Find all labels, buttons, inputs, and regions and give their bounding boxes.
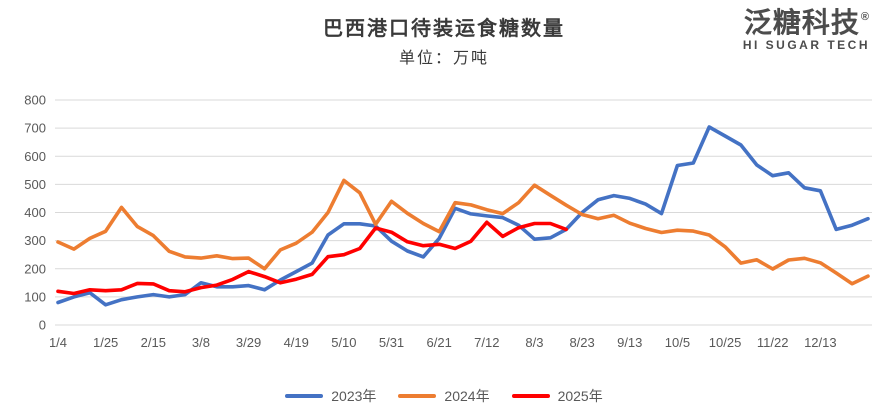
svg-text:800: 800 <box>24 93 46 108</box>
brand-en-name: HI SUGAR TECH <box>742 38 870 53</box>
svg-text:5/31: 5/31 <box>379 335 404 350</box>
legend-label-2024: 2024年 <box>444 388 490 404</box>
series-line-2023年 <box>56 125 870 307</box>
y-axis-labels: 0 100 200 300 400 500 600 700 800 <box>24 93 46 333</box>
svg-text:10/5: 10/5 <box>665 335 690 350</box>
chart-unit-subtitle: 单位：万吨 <box>398 50 489 67</box>
svg-text:3/8: 3/8 <box>192 335 210 350</box>
chart-legend: 2023年 2024年 2025年 <box>0 386 888 406</box>
legend-label-2025: 2025年 <box>557 388 603 404</box>
registered-trademark-icon: ® <box>860 11 870 23</box>
brand-cn-name: 泛糖科技® <box>743 8 870 37</box>
svg-text:200: 200 <box>24 261 46 276</box>
brand-logo: 泛糖科技® HI SUGAR TECH <box>743 8 870 52</box>
svg-text:100: 100 <box>24 289 46 304</box>
svg-text:500: 500 <box>24 177 46 192</box>
svg-text:4/19: 4/19 <box>284 335 309 350</box>
svg-text:7/12: 7/12 <box>474 335 499 350</box>
svg-text:10/25: 10/25 <box>709 335 742 350</box>
svg-text:700: 700 <box>24 121 46 136</box>
svg-text:3/29: 3/29 <box>236 335 261 350</box>
svg-text:11/22: 11/22 <box>757 335 789 350</box>
svg-text:5/10: 5/10 <box>331 335 356 350</box>
svg-text:400: 400 <box>24 205 46 220</box>
brand-cn-text: 泛糖科技 <box>743 7 860 38</box>
legend-swatch-2025 <box>511 394 550 398</box>
page-title: 巴西港口待装运食糖数量 <box>323 18 565 40</box>
series-line-2025年 <box>56 220 569 296</box>
svg-text:1/25: 1/25 <box>93 335 118 350</box>
svg-text:12/13: 12/13 <box>804 335 837 350</box>
svg-text:6/21: 6/21 <box>427 335 452 350</box>
svg-text:1/4: 1/4 <box>49 335 67 350</box>
legend-label-2023: 2023年 <box>331 388 377 404</box>
legend-swatch-2024 <box>398 394 437 398</box>
legend-item-2025: 2025年 <box>511 386 603 406</box>
x-axis-labels: 1/4 1/25 2/15 3/8 3/29 4/19 5/10 5/31 6/21 7/12 8/… <box>49 335 837 350</box>
svg-text:300: 300 <box>24 233 46 248</box>
svg-text:9/13: 9/13 <box>617 335 642 350</box>
svg-text:600: 600 <box>24 149 46 164</box>
svg-text:2/15: 2/15 <box>141 335 166 350</box>
svg-text:8/3: 8/3 <box>525 335 543 350</box>
legend-swatch-2023 <box>285 394 324 398</box>
series-line-2024年 <box>56 178 870 286</box>
legend-item-2023: 2023年 <box>285 386 376 406</box>
svg-text:8/23: 8/23 <box>569 335 594 350</box>
svg-text:0: 0 <box>39 318 46 333</box>
legend-item-2024: 2024年 <box>398 386 490 406</box>
